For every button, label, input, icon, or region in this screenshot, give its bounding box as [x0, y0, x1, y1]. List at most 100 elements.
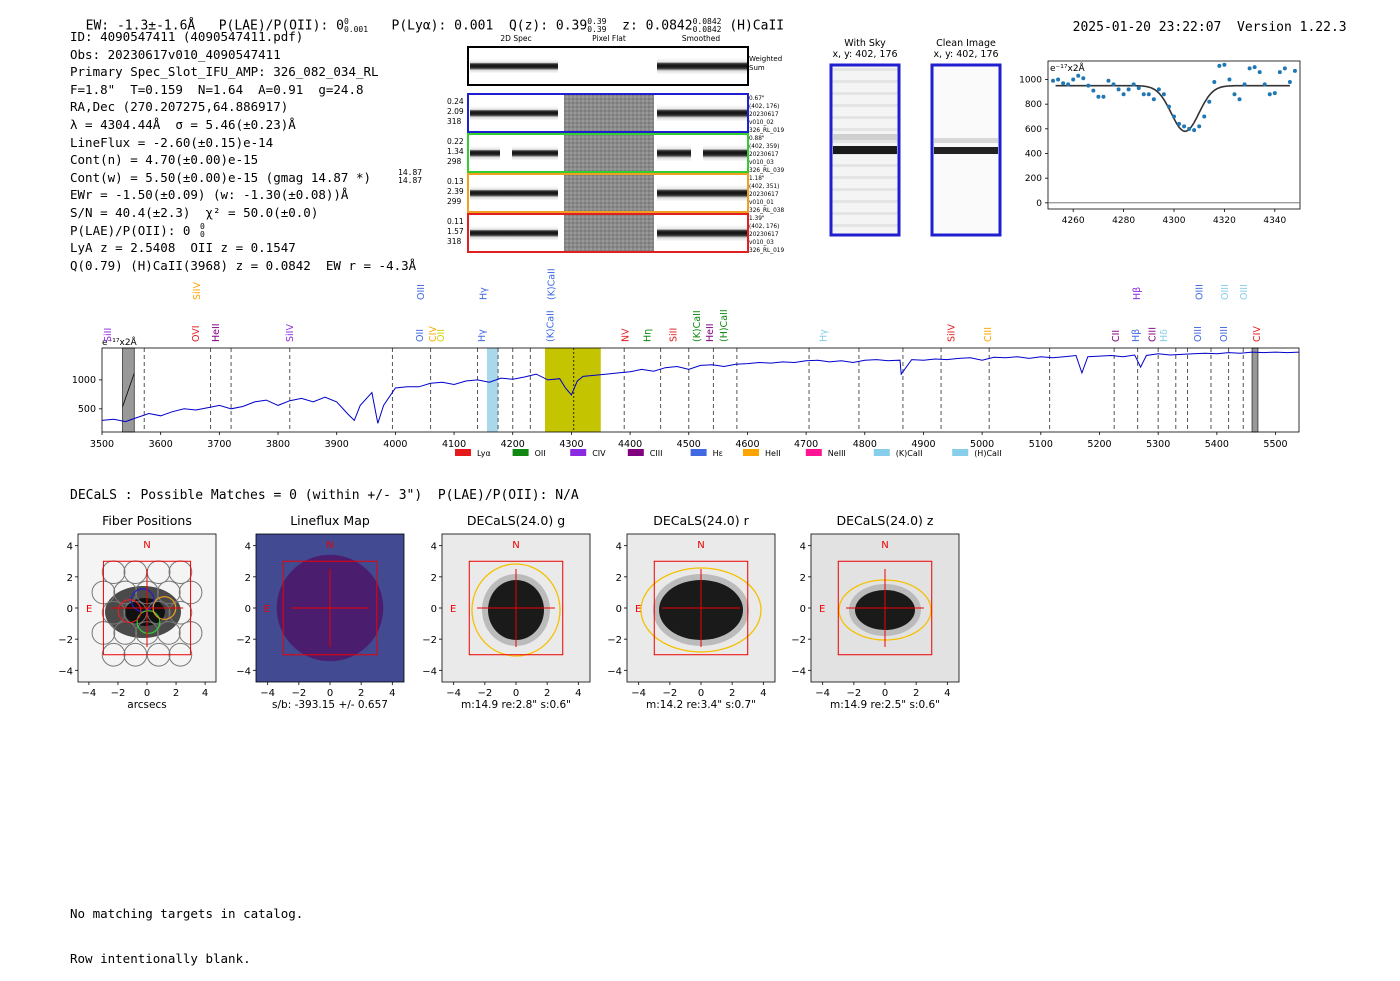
row-right-label-0-1: (402, 176)	[749, 104, 779, 110]
aperture-box-3	[653, 560, 749, 656]
zoom-ytick-label-0: 0	[1036, 199, 1042, 209]
decals-xtick-label-2-3: 2	[544, 688, 550, 699]
footer: No matching targets in catalog. Row inte…	[70, 876, 303, 981]
line-label-13: NV	[620, 328, 631, 342]
decals-ytick-label-4-0: 4	[800, 542, 806, 553]
row-right-label-1-0: 0.88"	[749, 136, 765, 142]
zoom-ytick-label-2: 400	[1025, 150, 1042, 160]
clean-image-title: Clean Image x, y: 402, 176	[930, 38, 1002, 60]
line-label-22: CII	[1111, 330, 1122, 342]
decals-xtick-label-0-2: 0	[144, 688, 150, 699]
info-radec: RA,Dec (270.207275,64.886917)	[70, 99, 289, 115]
line-label-32: CIV	[1252, 326, 1263, 342]
row-smoothed-0	[657, 105, 747, 121]
info-plae-sup: 0	[200, 221, 205, 231]
row-frame-1	[467, 133, 749, 173]
line-label-28: OIII	[1194, 284, 1205, 300]
decals-ytick-label-3-3: −2	[607, 635, 622, 646]
info-cont-w: Cont(w) = 5.50(±0.00)e-15 (gmag 14.87 *)…	[70, 168, 422, 187]
east-label-2: E	[450, 604, 456, 615]
row-pixelflat-0	[564, 95, 654, 131]
zoom-point-4	[1071, 77, 1076, 82]
row-right-label-1-4: 326_RL_039	[749, 168, 784, 174]
row-right-label-1-1: (402, 359)	[749, 144, 779, 150]
line-label-26: Hδ	[1159, 329, 1170, 342]
row-right-label-2-0: 1.18"	[749, 176, 765, 182]
zoom-point-45	[1277, 70, 1282, 75]
row-left-label-0-2: 318	[447, 117, 462, 126]
line-label-14: Hη	[643, 329, 654, 342]
line-label-8: OII	[436, 329, 447, 342]
row-left-label-1-0: 0.22	[447, 137, 464, 146]
zoom-point-25	[1177, 121, 1182, 126]
decals-xtick-label-3-4: 4	[760, 688, 766, 699]
aperture-box-0	[102, 560, 192, 656]
plae-sup: 0	[343, 17, 349, 26]
line-label-1: OVI	[191, 325, 202, 342]
decals-title-0: Fiber Positions	[102, 513, 192, 528]
fiber-circle-16	[156, 621, 181, 645]
zoom-xtick-label-3: 4320	[1213, 216, 1236, 226]
row-right-label-3-0: 1.39"	[749, 216, 765, 222]
fiber-highlight-3	[117, 599, 142, 624]
z-text: z: 0.0842	[622, 18, 693, 34]
east-label-3: E	[635, 604, 641, 615]
zoom-fit-chart: 0 200 400 600 800 1000 4260 4280 4300 4320 4340 e⁻¹…	[1019, 60, 1301, 226]
north-label-0: N	[143, 540, 150, 551]
with-sky-band-faint	[833, 134, 897, 140]
main-unit-label: e⁻¹⁷x2Å	[102, 336, 138, 348]
north-label-1: N	[326, 540, 333, 551]
decals-ytick-label-0-3: −2	[58, 635, 73, 646]
zoom-point-19	[1146, 92, 1151, 97]
line-label-29: OIII	[1219, 326, 1230, 342]
clean-title-text: Clean Image	[936, 38, 996, 49]
decals-xlabel-3: m:14.2 re:3.4" s:0.7"	[646, 699, 756, 711]
decals-xtick-label-4-3: 2	[913, 688, 919, 699]
decals-ytick-label-0-2: 0	[67, 604, 73, 615]
zoom-ytick-label-5: 1000	[1019, 76, 1042, 86]
decals-xlabel-0: arcsecs	[127, 699, 166, 711]
aperture-box-2	[468, 560, 564, 656]
decals-ytick-label-4-3: −2	[791, 635, 806, 646]
spec2d-col-2dspec: 2D Spec	[500, 34, 531, 43]
info-obs: Obs: 20230617v010_4090547411	[70, 46, 281, 62]
main-xtick-label-15: 5000	[970, 439, 994, 450]
north-label-3: N	[697, 540, 704, 551]
line-label-19: Hγ	[819, 329, 830, 342]
row-frame-0	[467, 93, 749, 133]
sky-panels	[829, 63, 1002, 237]
row-left-label-3-2: 318	[447, 237, 462, 246]
zoom-point-15	[1126, 87, 1131, 92]
row-smoothed-2	[657, 185, 747, 201]
zoom-xtick-label-1: 4280	[1112, 216, 1135, 226]
legend-swatch-6	[805, 449, 822, 456]
decals-ellipse-3	[640, 567, 762, 653]
info-lya-oii-z: LyA z = 2.5408 OII z = 0.1547	[70, 240, 296, 256]
zoom-point-38	[1242, 82, 1247, 87]
main-xtick-label-7: 4200	[501, 439, 525, 450]
legend-swatch-2	[570, 449, 587, 456]
line-label-10: Hγ	[478, 287, 489, 300]
legend-label-8: (H)CaII	[974, 449, 1001, 458]
zoom-point-35	[1227, 77, 1232, 82]
row-left-label-3-0: 0.11	[447, 217, 464, 226]
weighted-label-1: Weighted	[749, 55, 782, 63]
line-label-11: (K)CaII	[545, 310, 556, 342]
row-2dspec-0	[470, 106, 558, 120]
row-left-label-1-1: 1.34	[447, 147, 464, 156]
info-sn-chi2: S/N = 40.4(±2.3) χ² = 50.0(±0.0)	[70, 204, 319, 220]
legend-swatch-8	[952, 449, 969, 456]
version: Version 1.22.3	[1237, 20, 1347, 35]
weighted-sum-smoothed	[657, 58, 747, 74]
info-cont-w-text: Cont(w) = 5.50(±0.00)e-15 (gmag 14.87 *)	[70, 169, 372, 185]
decals-xtick-label-2-4: 4	[575, 688, 581, 699]
zoom-point-24	[1172, 114, 1176, 119]
decals-group: Fiber Positions N E 4 2 0 −2 −4 −4 −2 0 2 4 arcsecs Li…	[58, 513, 960, 711]
zoom-point-9	[1096, 94, 1101, 99]
decals-ytick-label-1-4: −4	[236, 666, 251, 677]
qz-text: Q(z): 0.39	[508, 18, 588, 34]
line-label-15: SiII	[669, 328, 680, 342]
timestamp-version: 2025-01-20 23:22:07 Version 1.22.3	[1057, 5, 1347, 35]
fiber-circle-9	[101, 600, 126, 625]
zoom-point-17	[1136, 86, 1141, 91]
